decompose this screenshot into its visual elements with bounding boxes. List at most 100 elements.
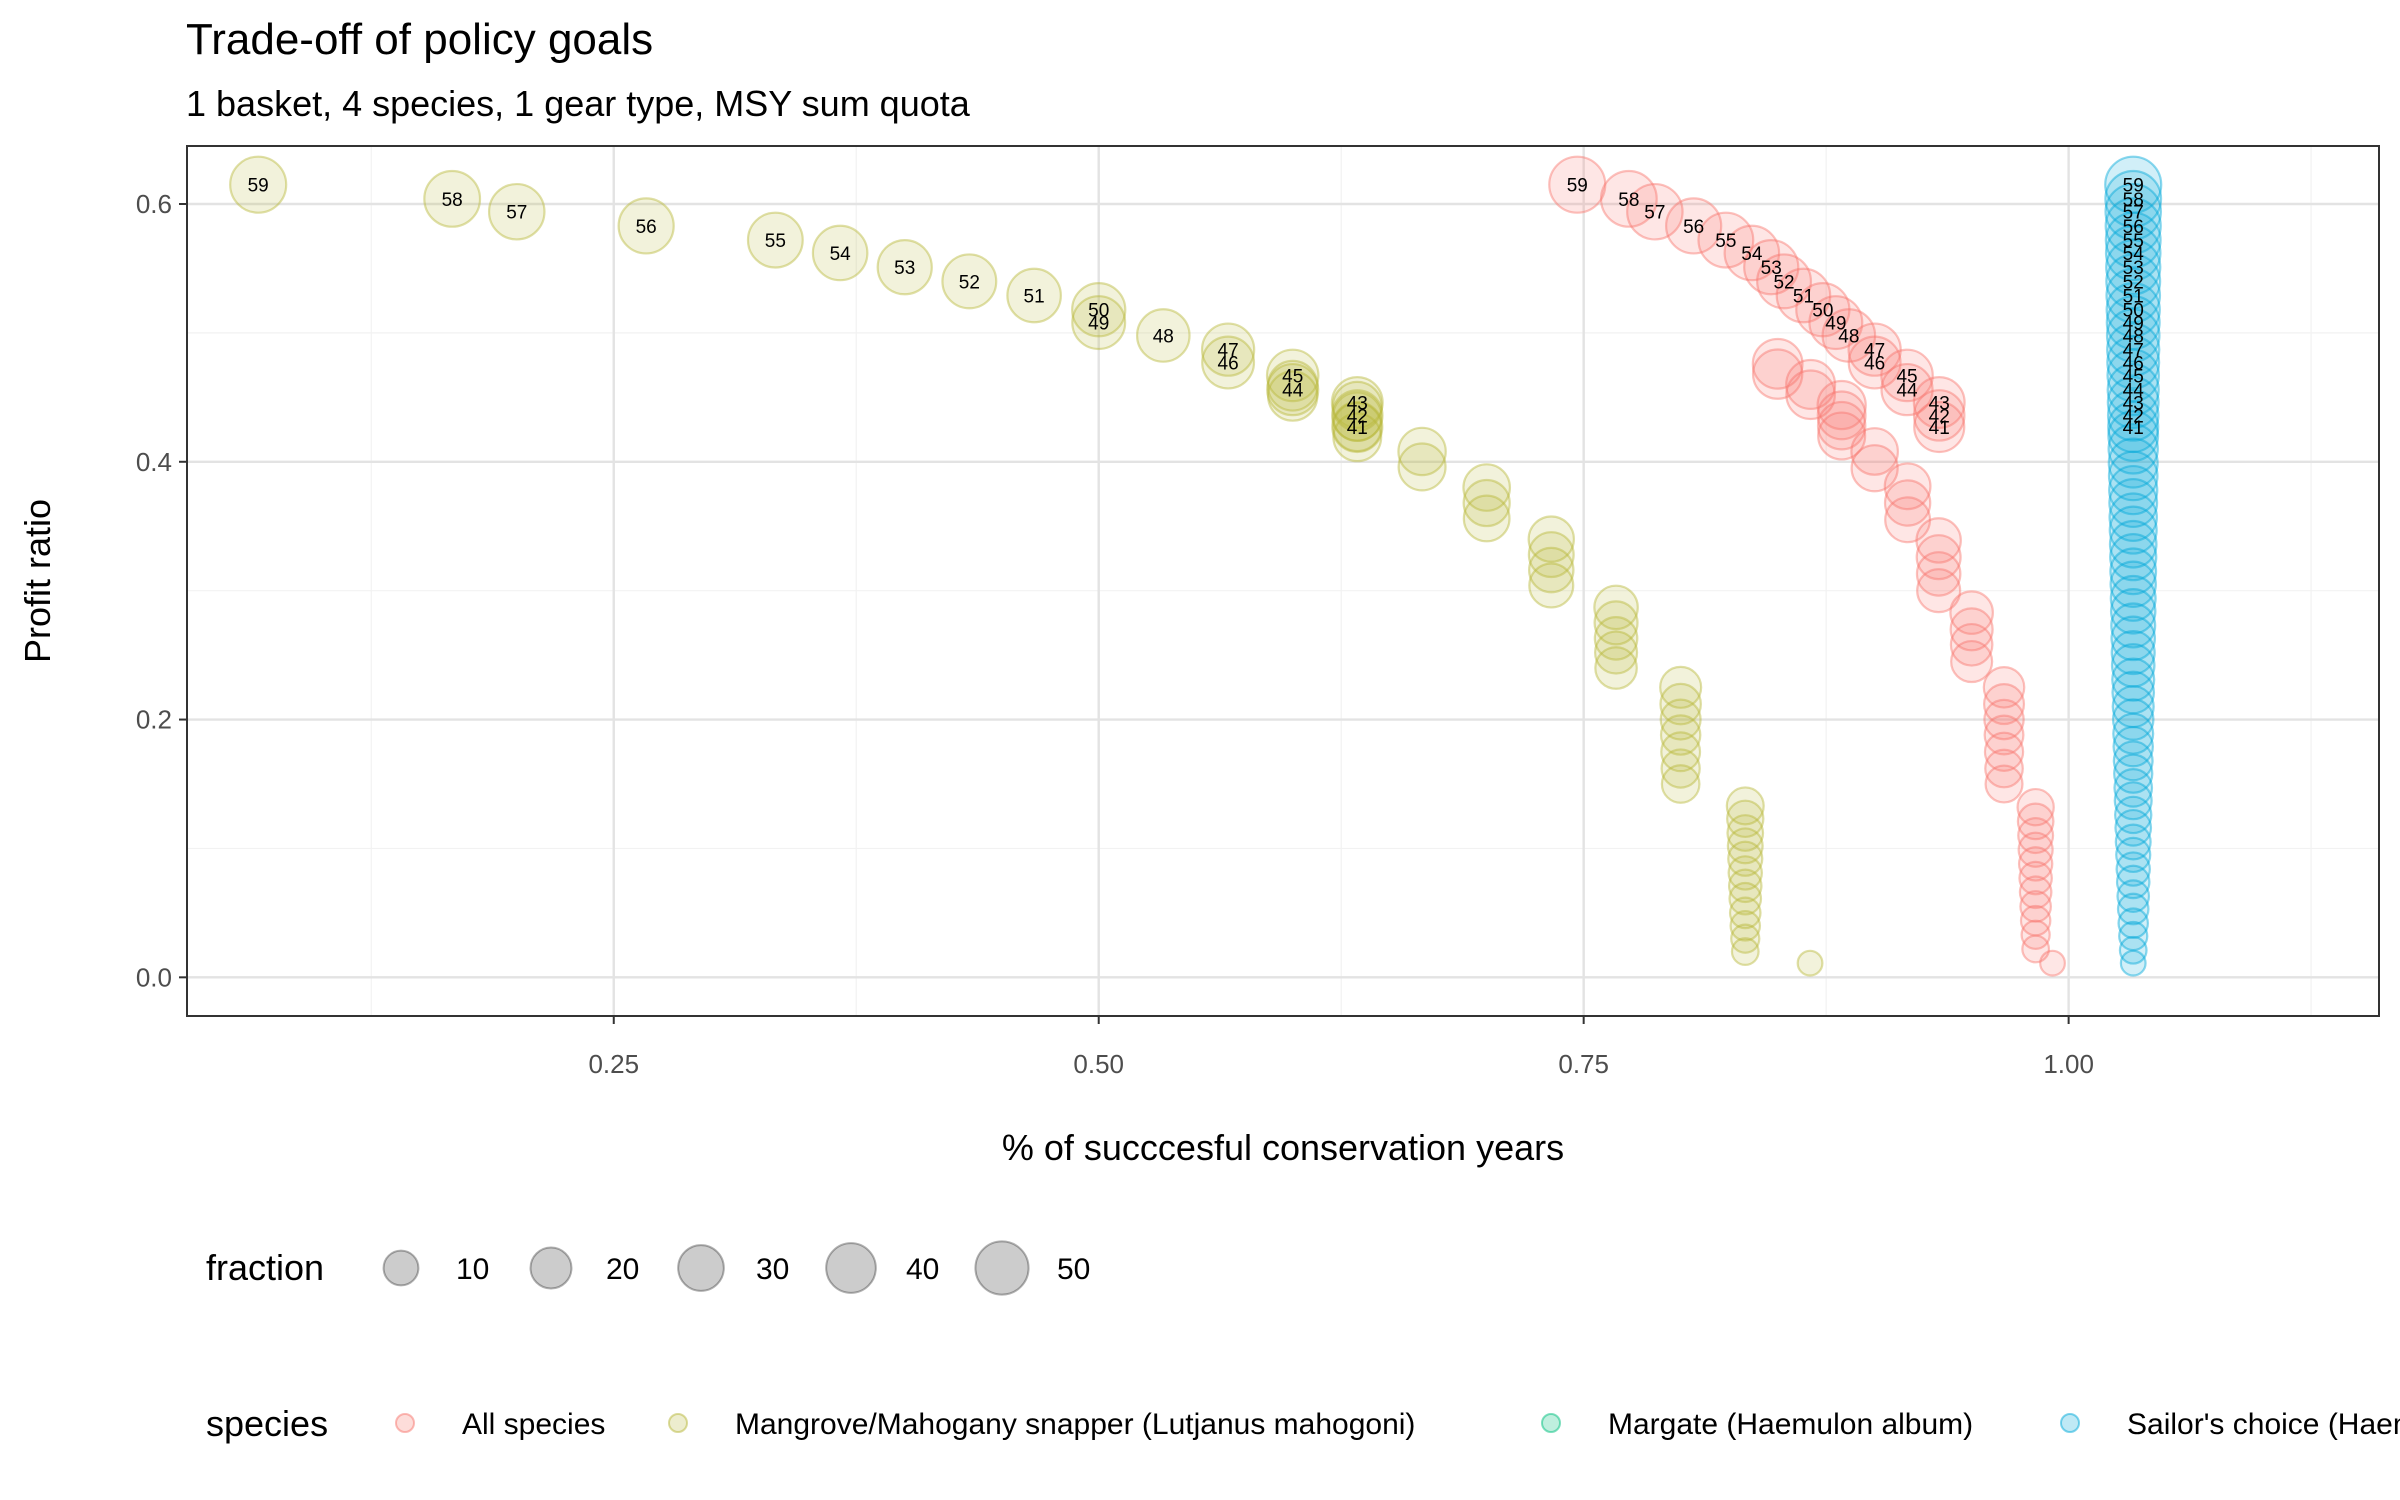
data-point	[2104, 182, 2163, 241]
point-label: 45	[1896, 366, 1917, 387]
data-point	[1816, 400, 1867, 451]
point-label: 57	[506, 203, 527, 224]
point-label: 45	[2123, 366, 2144, 387]
point-label: 47	[2123, 341, 2144, 362]
data-point	[1660, 731, 1702, 773]
data-point	[1723, 224, 1781, 282]
data-point	[2110, 629, 2156, 676]
data-point	[2115, 864, 2151, 900]
size-legend-label: 30	[756, 1253, 789, 1286]
data-point	[1950, 639, 1994, 684]
size-legend-label: 40	[906, 1253, 939, 1286]
point-label: 42	[1347, 406, 1368, 427]
data-point	[1727, 840, 1764, 877]
point-label: 58	[2123, 190, 2144, 211]
size-legend-key	[825, 1242, 877, 1294]
point-label: 49	[1088, 314, 1109, 335]
plot-panel-border	[186, 145, 2380, 1017]
data-point	[1808, 295, 1864, 351]
data-point	[1880, 362, 1934, 417]
point-label: 52	[1773, 272, 1794, 293]
data-point	[2111, 670, 2156, 715]
point-label: 57	[1644, 203, 1665, 224]
species-legend-key	[668, 1413, 688, 1433]
data-point	[2118, 920, 2149, 952]
point-label: 43	[1929, 393, 1950, 414]
data-point	[2113, 753, 2154, 794]
data-point	[2111, 698, 2155, 741]
data-point	[2109, 533, 2158, 582]
point-label: 47	[1864, 341, 1885, 362]
data-point	[2107, 450, 2159, 502]
data-point	[1727, 855, 1763, 891]
data-point	[1397, 426, 1447, 477]
data-point	[2111, 657, 2156, 702]
data-point	[1462, 478, 1511, 528]
data-point	[2105, 253, 2162, 310]
species-legend: species All species Mangrove/Mahogany sna…	[206, 1403, 2400, 1444]
data-point	[617, 197, 675, 255]
data-point	[1548, 155, 1607, 214]
point-label: 51	[1024, 287, 1045, 308]
data-point	[1659, 682, 1702, 726]
data-point	[1883, 462, 1932, 511]
data-point	[1331, 380, 1383, 432]
data-point	[2019, 890, 2052, 923]
data-point	[1729, 909, 1762, 942]
data-point	[2016, 802, 2055, 841]
data-point	[2114, 795, 2153, 835]
chart-subtitle: 1 basket, 4 species, 1 gear type, MSY su…	[186, 83, 971, 124]
data-point	[2017, 817, 2055, 855]
species-legend-label: Sailor's choice (Haemulon parra)	[2127, 1408, 2400, 1441]
data-point	[2104, 211, 2162, 269]
species-legend-label: All species	[462, 1408, 605, 1441]
data-point	[1730, 937, 1760, 966]
data-point	[746, 211, 804, 269]
data-point	[1751, 348, 1804, 400]
data-point	[1743, 238, 1800, 296]
data-point	[2017, 831, 2054, 868]
data-point	[2115, 836, 2152, 874]
data-point	[1726, 827, 1764, 865]
y-tick-label: 0.0	[136, 962, 172, 992]
point-label: 59	[248, 176, 269, 197]
data-points	[229, 155, 2163, 977]
data-point	[1821, 308, 1877, 363]
point-label: 59	[2123, 176, 2144, 197]
x-axis-title: % of succcesful conservation years	[1002, 1127, 1564, 1168]
data-point	[1912, 389, 1966, 442]
data-point	[1332, 412, 1383, 463]
data-point	[1006, 267, 1062, 324]
point-label: 57	[2123, 203, 2144, 224]
x-tick-label: 1.00	[2043, 1049, 2094, 1079]
y-tick-label: 0.4	[136, 447, 172, 477]
data-point	[1884, 496, 1932, 544]
series-0	[1548, 155, 2066, 977]
size-legend-title: fraction	[206, 1247, 324, 1288]
data-point	[1266, 362, 1320, 417]
size-legend-label: 50	[1057, 1253, 1090, 1286]
data-point	[2109, 560, 2157, 608]
data-point	[1949, 622, 1994, 667]
data-point	[1330, 376, 1384, 429]
point-label: 50	[2123, 301, 2144, 322]
point-label: 43	[1347, 393, 1368, 414]
data-point	[1756, 253, 1813, 310]
data-point	[1659, 665, 1703, 709]
point-label: 53	[894, 258, 915, 279]
data-point	[1785, 358, 1837, 410]
species-legend-key	[1541, 1413, 1561, 1433]
point-label: 49	[2123, 314, 2144, 335]
data-point	[1331, 391, 1383, 443]
point-label: 54	[1741, 244, 1763, 265]
data-point	[1751, 337, 1804, 390]
data-point	[2105, 267, 2162, 324]
data-point	[2018, 875, 2053, 910]
data-point	[1728, 896, 1762, 930]
data-point	[1912, 376, 1966, 429]
data-point	[2039, 949, 2066, 977]
data-point	[1883, 479, 1932, 527]
data-point	[876, 238, 933, 296]
data-point	[1982, 666, 2026, 709]
size-legend-label: 20	[606, 1253, 639, 1286]
